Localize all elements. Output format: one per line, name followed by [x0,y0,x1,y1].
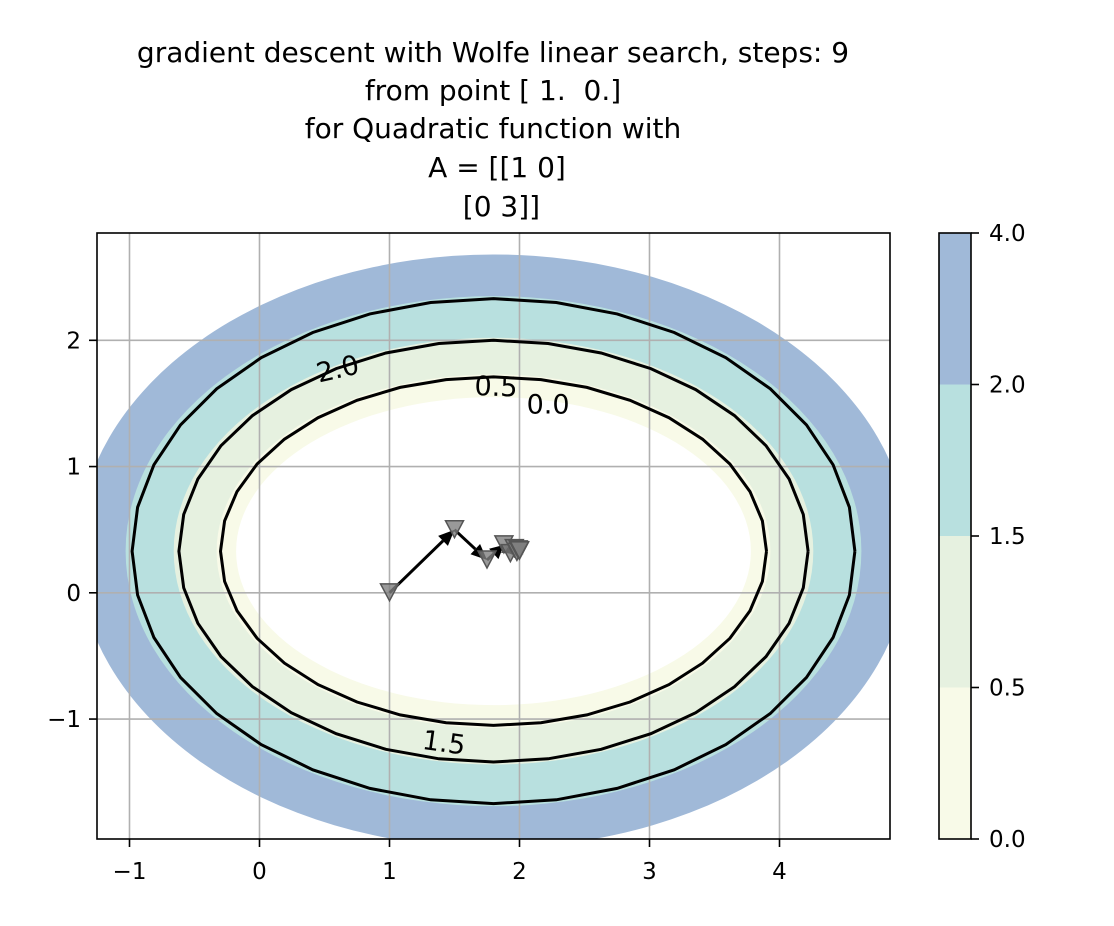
y-tick-label: 0 [66,581,81,607]
contour-line-2 [130,297,857,806]
colorbar-tick-label: 2.0 [989,373,1026,399]
colorbar-tick-label: 0.0 [989,827,1026,853]
title-line-4: A = [[1 0] [428,151,566,184]
y-tick-label: 1 [66,455,81,481]
path-point-marker [444,519,465,540]
x-tick-label: 3 [642,859,657,885]
chart-title: gradient descent with Wolfe linear searc… [137,36,849,223]
contour-label: 1.5 [420,725,467,762]
title-line-3: for Quadratic function with [305,112,682,145]
x-tick-label: 0 [252,859,267,885]
contour-line-0.5 [218,375,768,727]
contour-label: 0.0 [527,389,570,420]
x-tick-label: 2 [512,859,527,885]
x-tick-label: 1 [382,859,397,885]
x-tick-label: −1 [113,859,147,885]
colorbar-tick-label: 0.5 [989,676,1026,702]
x-tick-label: 4 [772,859,787,885]
title-line-1: gradient descent with Wolfe linear searc… [137,36,849,69]
colorbar: 0.0 0.5 1.5 2.0 4.0 [938,221,1026,853]
y-tick-label: 2 [66,328,81,354]
path-step-arrow [453,528,477,551]
title-line-5: [0 3]] [454,190,540,223]
colorbar-segment [939,536,971,688]
path-point-marker [509,541,530,561]
title-line-2: from point [ 1. 0.] [365,74,621,107]
path-arrow-head [489,544,504,560]
colorbar-segment [939,233,971,385]
contour-line-1.5 [177,338,810,764]
colorbar-tick-label: 4.0 [989,221,1026,247]
plot-frame [96,232,891,840]
path-arrow-head [438,529,455,546]
y-tick-label: −1 [47,707,81,733]
path-point-marker [379,583,400,603]
colorbar-segment [939,687,971,839]
contour-label: 0.5 [474,371,518,403]
colorbar-segment [939,384,971,536]
colorbar-tick-label: 1.5 [989,524,1026,550]
path-point-marker [476,550,498,570]
